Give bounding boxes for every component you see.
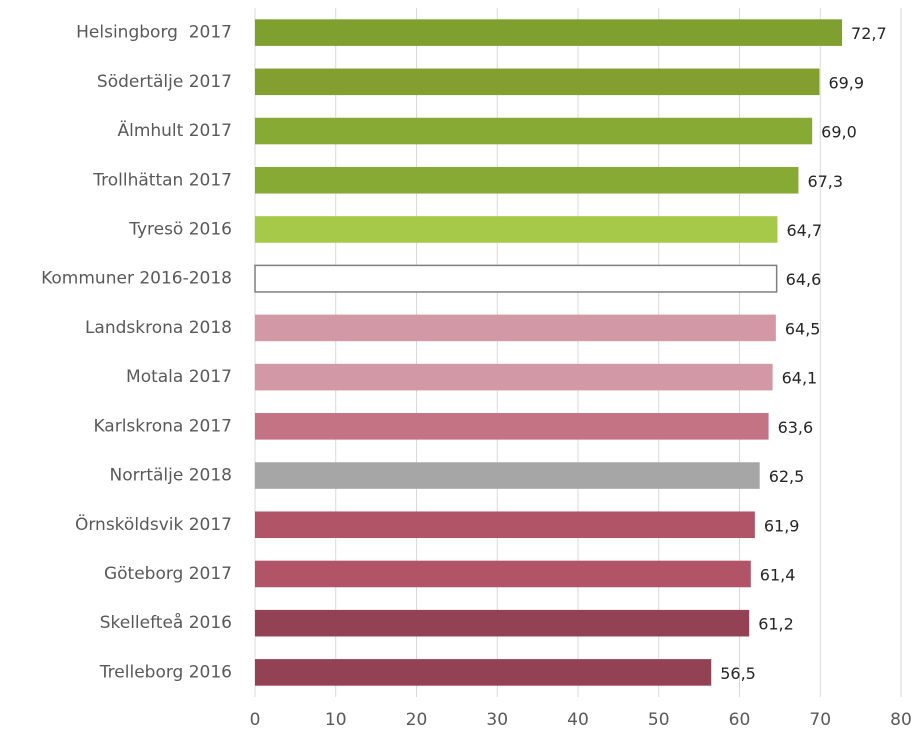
bar <box>255 166 799 194</box>
y-tick-label: Motala 2017 <box>126 367 232 387</box>
bar <box>255 609 750 637</box>
x-tick-label: 80 <box>890 710 912 730</box>
x-tick-label: 50 <box>648 710 670 730</box>
value-label: 67,3 <box>807 172 843 191</box>
y-tick-label: Älmhult 2017 <box>117 120 232 141</box>
value-label: 64,1 <box>782 369 818 388</box>
value-label: 69,9 <box>828 73 864 92</box>
x-tick-label: 40 <box>567 710 589 730</box>
y-tick-label: Helsingborg 2017 <box>76 23 232 43</box>
bar <box>255 68 820 96</box>
x-tick-label: 60 <box>729 710 751 730</box>
bar <box>255 511 755 539</box>
y-tick-label: Kommuner 2016-2018 <box>41 269 232 289</box>
bar <box>255 413 769 440</box>
bar <box>255 462 760 489</box>
y-tick-label: Södertälje 2017 <box>97 72 232 92</box>
y-tick-label: Göteborg 2017 <box>104 564 232 584</box>
y-tick-label: Karlskrona 2017 <box>93 416 232 436</box>
value-label: 61,4 <box>760 565 796 584</box>
value-label: 63,6 <box>778 418 814 437</box>
x-tick-label: 0 <box>250 710 261 730</box>
bar <box>255 560 751 588</box>
bar <box>255 314 776 342</box>
x-tick-label: 10 <box>325 710 347 730</box>
x-tick-label: 20 <box>406 710 428 730</box>
y-tick-label: Landskrona 2018 <box>85 318 232 338</box>
y-tick-label: Trelleborg 2016 <box>99 662 232 682</box>
x-tick-label: 70 <box>809 710 831 730</box>
bar <box>254 264 778 293</box>
bar <box>255 117 813 145</box>
value-label: 72,7 <box>851 24 887 43</box>
value-label: 64,5 <box>785 319 821 338</box>
bar <box>255 19 843 46</box>
y-tick-label: Örnsköldsvik 2017 <box>75 513 232 535</box>
y-tick-label: Norrtälje 2018 <box>110 466 232 486</box>
bar <box>255 659 712 686</box>
y-tick-label: Tyresö 2016 <box>128 219 232 239</box>
value-label: 69,0 <box>821 123 857 142</box>
value-label: 62,5 <box>769 467 805 486</box>
x-tick-label: 30 <box>486 710 508 730</box>
bar <box>255 363 773 391</box>
value-label: 64,6 <box>786 270 822 289</box>
bar <box>255 216 778 243</box>
value-label: 61,2 <box>758 615 794 634</box>
value-label: 56,5 <box>720 664 756 683</box>
value-label: 61,9 <box>764 516 800 535</box>
value-label: 64,7 <box>786 221 822 240</box>
y-tick-label: Trollhättan 2017 <box>92 170 232 190</box>
y-tick-label: Skellefteå 2016 <box>100 612 232 633</box>
